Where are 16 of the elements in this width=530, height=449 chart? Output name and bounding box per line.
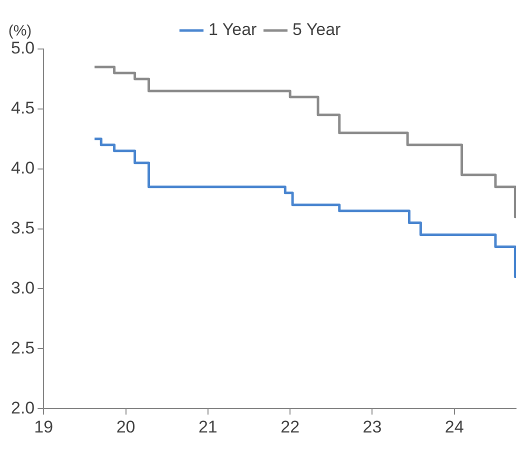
legend-label: 1 Year xyxy=(208,20,258,40)
x-tick-label: 21 xyxy=(198,417,218,436)
legend-label: 5 Year xyxy=(292,20,342,40)
y-tick-label: 4.0 xyxy=(10,158,35,178)
x-tick-label: 19 xyxy=(34,417,54,436)
y-tick-label: 3.0 xyxy=(10,278,35,298)
x-tick-label: 24 xyxy=(444,417,464,436)
y-tick-label: 3.5 xyxy=(10,218,35,238)
y-axis-title: (%) xyxy=(8,22,32,40)
x-tick-label: 20 xyxy=(116,417,136,436)
y-tick-label: 2.5 xyxy=(10,338,35,358)
x-tick-label: 22 xyxy=(280,417,300,436)
x-tick-label: 23 xyxy=(362,417,382,436)
y-tick-label: 5.0 xyxy=(10,38,35,58)
y-tick-label: 2.0 xyxy=(10,398,35,418)
y-tick-label: 4.5 xyxy=(10,98,35,118)
